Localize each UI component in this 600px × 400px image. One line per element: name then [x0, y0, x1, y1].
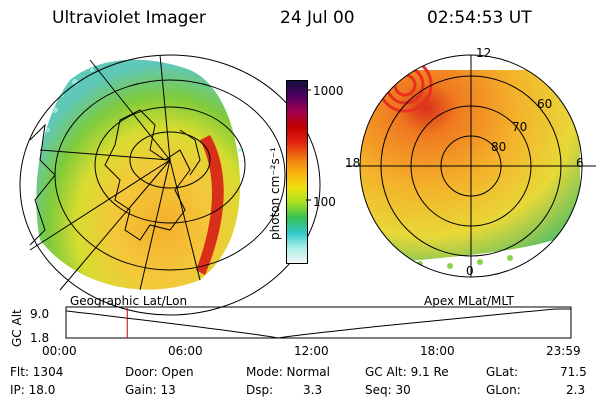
- lat-label-60: 60: [537, 97, 553, 111]
- door-status: Door: Open: [125, 365, 194, 379]
- color-scale-bar: [286, 80, 308, 264]
- colorbar-tick-1000: 1000: [313, 84, 344, 98]
- altitude-curve: [65, 308, 571, 339]
- glon-label: GLon:: [486, 383, 521, 397]
- x-tick-1200: 12:00: [294, 344, 329, 358]
- mlt-label-left: 18: [345, 156, 361, 170]
- geographic-caption: Geographic Lat/Lon: [70, 294, 188, 308]
- x-tick-1800: 18:00: [420, 344, 455, 358]
- mlt-label-bottom: 0: [466, 264, 474, 278]
- lat-label-70: 70: [512, 120, 528, 134]
- glon-value: 2.3: [566, 383, 586, 397]
- dsp-value: 3.3: [303, 383, 323, 397]
- gain-value: Gain: 13: [125, 383, 176, 397]
- time-label: 02:54:53 UT: [427, 8, 532, 28]
- date-label: 24 Jul 00: [280, 8, 355, 28]
- apex-caption: Apex MLat/MLT: [424, 294, 514, 308]
- altitude-plot-frame: [65, 306, 572, 339]
- seq-value: Seq: 30: [365, 383, 411, 397]
- mlt-label-top: 12: [476, 46, 492, 60]
- altitude-ytick-bottom: 1.8: [30, 331, 50, 345]
- flight-number: Flt: 1304: [10, 365, 64, 379]
- glat-label: GLat:: [486, 365, 519, 379]
- mode-value: Mode: Normal: [246, 365, 330, 379]
- mlt-label-right: 6: [576, 156, 584, 170]
- gc-alt-value: GC Alt: 9.1 Re: [365, 365, 449, 379]
- colorbar-ticks: [306, 89, 311, 201]
- x-tick-0000: 00:00: [42, 344, 77, 358]
- dsp-label: Dsp:: [246, 383, 274, 397]
- lat-label-80: 80: [491, 140, 507, 154]
- altitude-ytick-top: 9.0: [30, 307, 50, 321]
- x-tick-0600: 06:00: [168, 344, 203, 358]
- colorbar-tick-100: 100: [313, 195, 336, 209]
- x-tick-2359: 23:59: [546, 344, 581, 358]
- instrument-title: Ultraviolet Imager: [52, 8, 206, 28]
- ip-value: IP: 18.0: [10, 383, 56, 397]
- glat-value: 71.5: [560, 365, 587, 379]
